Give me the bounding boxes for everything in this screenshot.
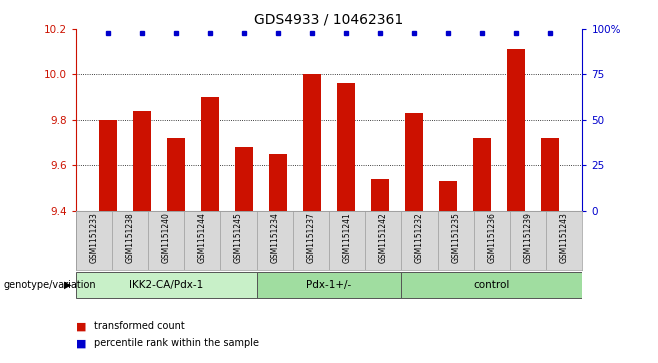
Bar xyxy=(303,74,321,211)
Bar xyxy=(365,211,401,270)
Bar xyxy=(148,211,184,270)
Bar xyxy=(401,272,582,298)
Bar xyxy=(201,97,219,211)
Bar xyxy=(112,211,148,270)
Text: GSM1151239: GSM1151239 xyxy=(524,212,532,263)
Text: GSM1151241: GSM1151241 xyxy=(343,212,351,263)
Bar xyxy=(439,181,457,211)
Bar xyxy=(472,138,492,211)
Text: GSM1151240: GSM1151240 xyxy=(162,212,170,263)
Text: GSM1151244: GSM1151244 xyxy=(198,212,207,263)
Bar xyxy=(401,211,438,270)
Bar xyxy=(184,211,220,270)
Text: ■: ■ xyxy=(76,338,86,348)
Text: ■: ■ xyxy=(76,321,86,331)
Bar xyxy=(546,211,582,270)
Text: GDS4933 / 10462361: GDS4933 / 10462361 xyxy=(255,13,403,27)
Bar xyxy=(133,111,151,211)
Text: GSM1151242: GSM1151242 xyxy=(379,212,388,263)
Text: IKK2-CA/Pdx-1: IKK2-CA/Pdx-1 xyxy=(129,280,203,290)
Bar xyxy=(268,154,288,211)
Text: GSM1151235: GSM1151235 xyxy=(451,212,460,263)
Bar xyxy=(370,179,390,211)
Text: GSM1151237: GSM1151237 xyxy=(307,212,315,263)
Bar xyxy=(510,211,546,270)
Bar xyxy=(337,83,355,211)
Bar xyxy=(76,272,257,298)
Text: GSM1151238: GSM1151238 xyxy=(126,212,134,263)
Bar xyxy=(405,113,423,211)
Bar xyxy=(257,211,293,270)
Bar xyxy=(474,211,510,270)
Text: GSM1151233: GSM1151233 xyxy=(89,212,98,263)
Text: GSM1151232: GSM1151232 xyxy=(415,212,424,263)
Bar xyxy=(76,211,112,270)
Bar xyxy=(166,138,186,211)
Bar xyxy=(541,138,559,211)
Text: GSM1151234: GSM1151234 xyxy=(270,212,279,263)
Text: ▶: ▶ xyxy=(64,280,71,290)
Text: genotype/variation: genotype/variation xyxy=(3,280,96,290)
Bar xyxy=(220,211,257,270)
Text: GSM1151243: GSM1151243 xyxy=(560,212,569,263)
Text: percentile rank within the sample: percentile rank within the sample xyxy=(94,338,259,348)
Bar xyxy=(235,147,253,211)
Text: transformed count: transformed count xyxy=(94,321,185,331)
Bar xyxy=(438,211,474,270)
Text: Pdx-1+/-: Pdx-1+/- xyxy=(307,280,351,290)
Bar xyxy=(257,272,401,298)
Bar xyxy=(507,49,525,211)
Bar xyxy=(99,120,117,211)
Text: control: control xyxy=(474,280,510,290)
Text: GSM1151245: GSM1151245 xyxy=(234,212,243,263)
Bar xyxy=(293,211,329,270)
Bar xyxy=(329,211,365,270)
Text: GSM1151236: GSM1151236 xyxy=(488,212,496,263)
